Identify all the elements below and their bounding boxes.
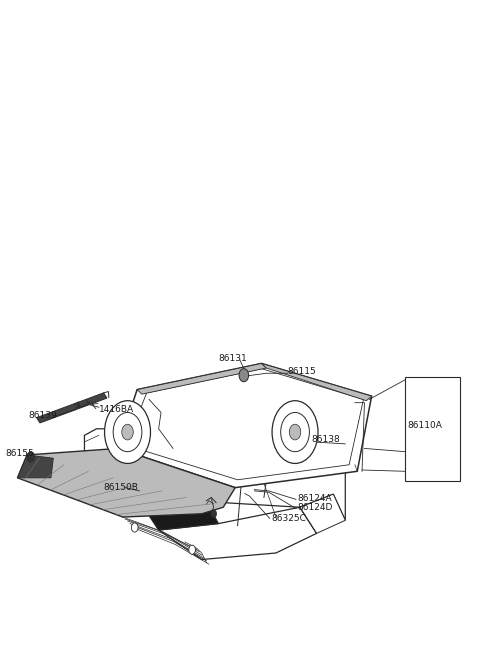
Polygon shape xyxy=(137,487,218,530)
Circle shape xyxy=(105,401,151,464)
Circle shape xyxy=(132,523,138,532)
Text: 1416BA: 1416BA xyxy=(99,405,134,414)
Circle shape xyxy=(189,545,195,554)
Circle shape xyxy=(113,413,142,452)
Polygon shape xyxy=(300,494,345,533)
Text: 86325C: 86325C xyxy=(271,514,306,523)
Polygon shape xyxy=(17,449,235,517)
Polygon shape xyxy=(36,393,107,423)
Text: 86131: 86131 xyxy=(218,354,247,364)
Circle shape xyxy=(281,413,310,452)
Polygon shape xyxy=(262,364,372,401)
Text: 86110A: 86110A xyxy=(408,421,443,430)
Text: 86124A: 86124A xyxy=(298,495,332,503)
Polygon shape xyxy=(111,468,199,497)
Circle shape xyxy=(27,452,35,462)
Text: 86150B: 86150B xyxy=(104,483,138,492)
Text: 86115: 86115 xyxy=(288,367,317,377)
Circle shape xyxy=(122,424,133,440)
Polygon shape xyxy=(84,429,345,520)
Polygon shape xyxy=(118,364,372,487)
Circle shape xyxy=(239,369,249,382)
Text: 86155: 86155 xyxy=(5,449,34,458)
Polygon shape xyxy=(17,455,53,478)
Text: 86139: 86139 xyxy=(28,411,57,421)
Text: 86138: 86138 xyxy=(312,436,340,445)
Circle shape xyxy=(272,401,318,464)
Circle shape xyxy=(211,510,216,517)
Text: 86124D: 86124D xyxy=(298,504,333,512)
Polygon shape xyxy=(158,507,317,559)
Polygon shape xyxy=(137,364,266,394)
Circle shape xyxy=(289,424,301,440)
Bar xyxy=(405,377,460,481)
